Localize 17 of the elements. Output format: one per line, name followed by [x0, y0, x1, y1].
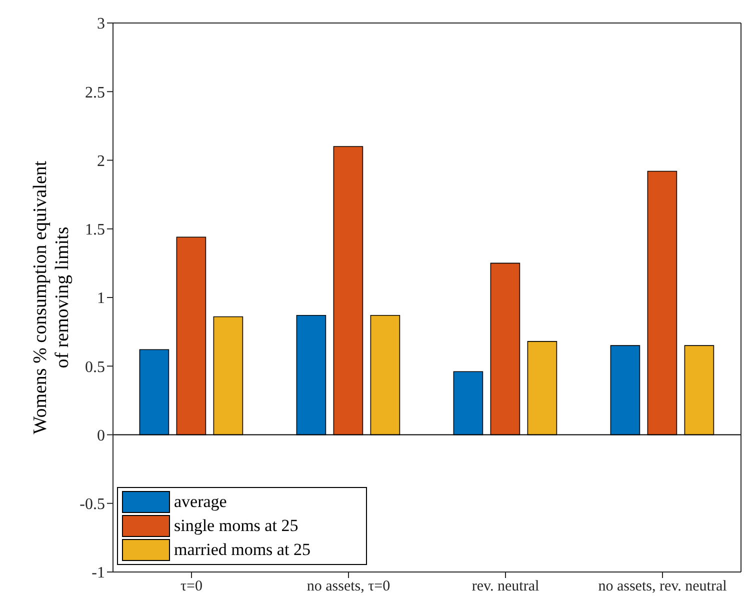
y-axis-title: Womens % consumption equivalent of removing limits — [30, 160, 73, 434]
y-tick-label: 2.5 — [85, 84, 105, 102]
x-tick-label: τ=0 — [180, 578, 202, 595]
legend-label: average — [174, 492, 227, 512]
x-tick-label: no assets, rev. neutral — [598, 578, 727, 595]
y-tick-label: 1.5 — [85, 222, 105, 239]
y-tick-label: 0.5 — [85, 358, 105, 376]
y-tick-label: 3 — [97, 16, 105, 33]
y-tick-label: 2 — [97, 152, 105, 170]
y-tick-label: 0 — [97, 427, 105, 444]
x-tick-label: rev. neutral — [472, 578, 540, 595]
legend-label: married moms at 25 — [174, 540, 310, 560]
y-tick-label: -1 — [92, 564, 105, 582]
legend-label: single moms at 25 — [174, 516, 298, 536]
y-tick-label: -0.5 — [80, 496, 105, 514]
x-tick-label: no assets, τ=0 — [306, 578, 390, 595]
y-tick-label: 1 — [97, 290, 105, 308]
